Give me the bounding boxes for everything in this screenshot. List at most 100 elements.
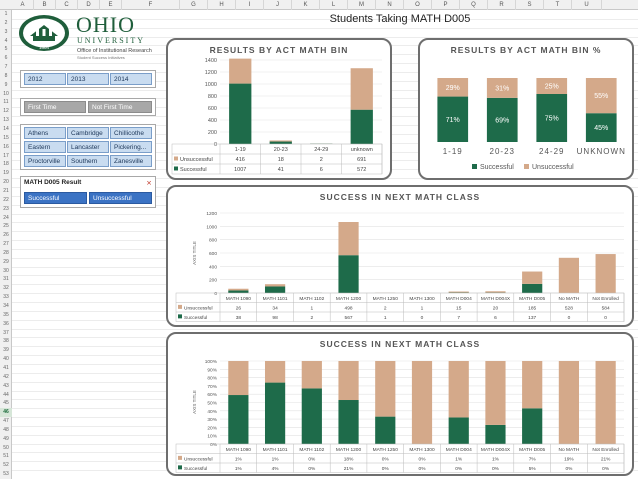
row-header-51[interactable]: 51	[3, 453, 9, 460]
column-header-S[interactable]: S	[516, 0, 544, 10]
row-header-19[interactable]: 19	[3, 170, 9, 177]
row-header-1[interactable]: 1	[4, 11, 8, 17]
column-header-G[interactable]: G	[180, 0, 208, 10]
column-header-R[interactable]: R	[488, 0, 516, 10]
next-math-pct-chart-panel[interactable]: SUCCESS IN NEXT MATH CLASS 0% 10% 20% 30% 40…	[166, 332, 634, 476]
campus-zanesville-button[interactable]: Zanesville	[110, 155, 152, 167]
row-header-33[interactable]: 33	[3, 294, 9, 301]
row-header-37[interactable]: 37	[3, 329, 9, 336]
row-header-43[interactable]: 43	[3, 382, 9, 389]
row-header-26[interactable]: 26	[3, 232, 9, 239]
column-header-F[interactable]: F	[122, 0, 180, 10]
column-header-J[interactable]: J	[264, 0, 292, 10]
row-header-20[interactable]: 20	[3, 179, 9, 186]
row-header-5[interactable]: 5	[4, 46, 8, 53]
value-successful: 0%	[455, 466, 463, 472]
row-header-30[interactable]: 30	[3, 267, 9, 274]
campus-lancaster-button[interactable]: Lancaster	[67, 141, 109, 153]
row-header-10[interactable]: 10	[3, 90, 9, 97]
column-header-M[interactable]: M	[348, 0, 376, 10]
row-header-46[interactable]: 46	[0, 408, 12, 418]
act-bin-chart-panel[interactable]: RESULTS BY ACT MATH BIN 0 200 400 600 800 100…	[166, 38, 392, 180]
year-2013-button[interactable]: 2013	[67, 73, 109, 85]
column-header-U[interactable]: U	[572, 0, 602, 10]
row-header-14[interactable]: 14	[3, 126, 9, 133]
row-header-24[interactable]: 24	[3, 214, 9, 221]
campus-chillicothe-button[interactable]: Chillicothe	[110, 127, 152, 139]
column-header-L[interactable]: L	[320, 0, 348, 10]
column-header-B[interactable]: B	[34, 0, 56, 10]
row-header-52[interactable]: 52	[3, 462, 9, 469]
row-header-4[interactable]: 4	[4, 37, 8, 44]
campus-southern-button[interactable]: Southern	[67, 155, 109, 167]
category-label: MATH D004	[446, 296, 472, 302]
row-header-31[interactable]: 31	[3, 276, 9, 283]
row-header-18[interactable]: 18	[3, 161, 9, 168]
row-header-25[interactable]: 25	[3, 223, 9, 230]
row-header-50[interactable]: 50	[3, 444, 9, 451]
row-header-40[interactable]: 40	[3, 356, 9, 363]
row-header-27[interactable]: 27	[3, 241, 9, 248]
year-2014-button[interactable]: 2014	[110, 73, 152, 85]
row-header-8[interactable]: 8	[4, 72, 8, 79]
column-header-T[interactable]: T	[544, 0, 572, 10]
campus-cambridge-button[interactable]: Cambridge	[67, 127, 109, 139]
campus-pickering-button[interactable]: Pickering...	[110, 141, 152, 153]
row-header-45[interactable]: 45	[3, 400, 9, 407]
row-header-3[interactable]: 3	[4, 28, 8, 35]
row-header-29[interactable]: 29	[3, 258, 9, 265]
row-header-9[interactable]: 9	[4, 81, 8, 88]
row-header-42[interactable]: 42	[3, 373, 9, 380]
column-header-P[interactable]: P	[432, 0, 460, 10]
row-header-44[interactable]: 44	[3, 391, 9, 398]
row-header-6[interactable]: 6	[4, 55, 8, 62]
campus-proctorville-button[interactable]: Proctorville	[24, 155, 66, 167]
row-header-35[interactable]: 35	[3, 311, 9, 318]
row-header-23[interactable]: 23	[3, 205, 9, 212]
row-header-7[interactable]: 7	[4, 64, 8, 71]
row-header-49[interactable]: 49	[3, 435, 9, 442]
act-bin-pct-chart-panel[interactable]: RESULTS BY ACT MATH BIN % 29% 71% 1-19 31% 6…	[418, 38, 634, 180]
result-successful-button[interactable]: Successful	[24, 192, 87, 204]
row-header-11[interactable]: 11	[3, 99, 9, 106]
row-header-28[interactable]: 28	[3, 249, 9, 256]
row-header-32[interactable]: 32	[3, 285, 9, 292]
filter-clear-icon[interactable]: ⨯	[146, 180, 152, 187]
not-first-time-button[interactable]: Not First Time	[88, 101, 152, 113]
row-header-36[interactable]: 36	[3, 320, 9, 327]
column-header-A[interactable]: A	[12, 0, 34, 10]
campus-eastern-button[interactable]: Eastern	[24, 141, 66, 153]
row-header-41[interactable]: 41	[3, 364, 9, 371]
row-header-21[interactable]: 21	[3, 187, 9, 194]
campus-athens-button[interactable]: Athens	[24, 127, 66, 139]
row-header-39[interactable]: 39	[3, 347, 9, 354]
year-2012-button[interactable]: 2012	[24, 73, 66, 85]
column-header-D[interactable]: D	[78, 0, 100, 10]
row-header-53[interactable]: 53	[3, 471, 9, 478]
column-header-N[interactable]: N	[376, 0, 404, 10]
row-header-16[interactable]: 16	[3, 143, 9, 150]
column-header-C[interactable]: C	[56, 0, 78, 10]
row-header-2[interactable]: 2	[4, 19, 8, 26]
row-header-22[interactable]: 22	[3, 196, 9, 203]
column-header-E[interactable]: E	[100, 0, 122, 10]
row-header-17[interactable]: 17	[3, 152, 9, 159]
row-headers[interactable]: 1 2 3 4 5 6 7 8 9 10 11 12 13 14 15 16 17 18 19 20 21 22 23 24 2…	[0, 10, 12, 479]
column-header-H[interactable]: H	[208, 0, 236, 10]
row-header-13[interactable]: 13	[3, 117, 9, 124]
row-header-48[interactable]: 48	[3, 426, 9, 433]
column-header-Q[interactable]: Q	[460, 0, 488, 10]
row-header-15[interactable]: 15	[3, 134, 9, 141]
result-unsuccessful-button[interactable]: Unsuccessful	[89, 192, 152, 204]
column-header-K[interactable]: K	[292, 0, 320, 10]
column-header-O[interactable]: O	[404, 0, 432, 10]
row-header-12[interactable]: 12	[3, 108, 9, 115]
row-header-47[interactable]: 47	[3, 418, 9, 425]
first-time-button[interactable]: First Time	[24, 101, 86, 113]
column-header-I[interactable]: I	[236, 0, 264, 10]
row-header-38[interactable]: 38	[3, 338, 9, 345]
value-successful: 41	[278, 167, 284, 173]
next-math-chart-panel[interactable]: SUCCESS IN NEXT MATH CLASS 0 200 400 600 800…	[166, 185, 634, 327]
row-header-34[interactable]: 34	[3, 303, 9, 310]
